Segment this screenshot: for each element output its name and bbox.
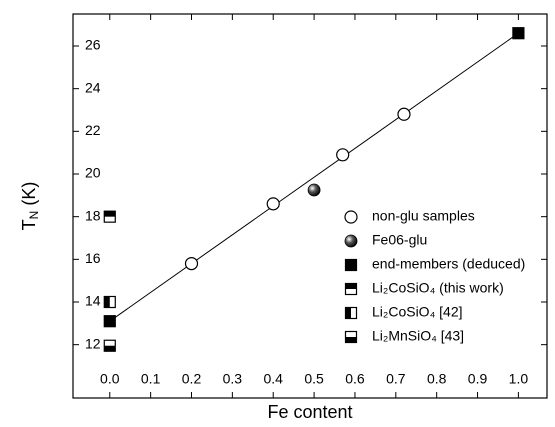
point-half <box>104 211 116 217</box>
x-tick-label: 1.0 <box>509 371 529 387</box>
legend-label: end-members (deduced) <box>372 256 525 272</box>
x-tick-label: 0.7 <box>386 371 406 387</box>
y-axis-title: TN (K) <box>19 182 41 231</box>
point <box>336 148 350 162</box>
point <box>103 339 116 352</box>
point-half <box>104 345 116 352</box>
y-title-sub: N <box>27 211 41 220</box>
point <box>103 210 116 223</box>
point-box <box>103 315 116 328</box>
y-tick-label: 26 <box>85 37 101 53</box>
point <box>397 107 411 121</box>
legend-label: Fe06-glu <box>372 232 427 248</box>
point-half <box>345 337 357 343</box>
legend-marker <box>344 330 358 344</box>
y-tick-label: 14 <box>85 293 101 309</box>
legend-marker <box>344 282 358 296</box>
y-title-unit: (K) <box>19 182 39 211</box>
point-half <box>345 307 351 319</box>
y-tick-label: 20 <box>85 165 101 181</box>
x-tick-label: 0.1 <box>141 371 161 387</box>
x-tick-label: 0.4 <box>263 371 283 387</box>
point <box>307 183 321 197</box>
legend-marker <box>344 306 358 320</box>
point <box>103 315 116 328</box>
x-axis-title: Fe content <box>267 402 352 422</box>
point-half <box>345 283 357 289</box>
y-tick-label: 16 <box>85 250 101 266</box>
legend-label: Li₂CoSiO₄ [42] <box>372 304 463 320</box>
point <box>266 197 280 211</box>
y-tick-label: 12 <box>85 335 101 351</box>
y-tick-label: 18 <box>85 207 101 223</box>
legend-marker <box>344 234 358 248</box>
legend-marker <box>344 258 358 272</box>
y-tick-label: 22 <box>85 122 101 138</box>
legend-label: non-glu samples <box>372 208 475 224</box>
legend-label: Li₂CoSiO₄ (this work) <box>372 280 504 296</box>
plot-frame <box>72 13 548 399</box>
point <box>184 257 199 271</box>
point-half <box>104 296 110 308</box>
fit-line <box>109 32 519 322</box>
x-tick-label: 0.2 <box>182 371 202 387</box>
point <box>512 27 525 40</box>
legend-marker <box>344 210 358 224</box>
point-box <box>344 258 358 272</box>
point <box>103 295 116 309</box>
x-tick-label: 0.5 <box>304 371 324 387</box>
y-title-main: T <box>19 219 39 230</box>
legend-label: Li₂MnSiO₄ [43] <box>372 328 464 344</box>
x-tick-label: 0.8 <box>427 371 447 387</box>
point-box <box>512 27 525 40</box>
y-tick-label: 24 <box>85 79 101 95</box>
x-tick-label: 0.0 <box>100 371 120 387</box>
x-tick-label: 0.6 <box>345 371 365 387</box>
x-tick-label: 0.3 <box>223 371 243 387</box>
x-tick-label: 0.9 <box>468 371 488 387</box>
